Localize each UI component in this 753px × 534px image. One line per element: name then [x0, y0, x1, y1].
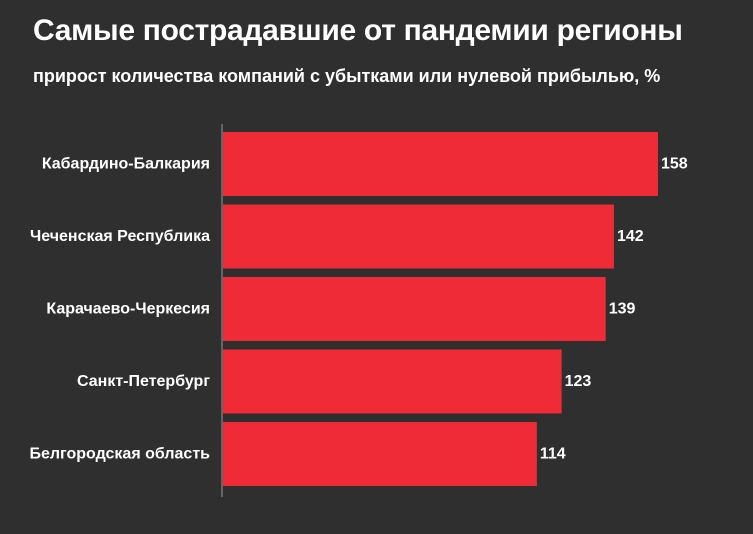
chart-title: Самые пострадавшие от пандемии регионы: [33, 14, 683, 47]
category-label-1: Кабардино-Балкария: [42, 156, 210, 173]
bar-1: [223, 132, 658, 196]
category-label-4: Санкт-Петербург: [77, 373, 210, 390]
category-label-2: Чеченская Республика: [30, 228, 210, 245]
chart-subtitle: прирост количества компаний с убытками и…: [33, 66, 661, 86]
value-label-2: 142: [617, 228, 644, 245]
value-label-3: 139: [609, 301, 636, 318]
category-label-5: Белгородская область: [29, 446, 210, 463]
bar-4: [223, 349, 562, 414]
bars-group: Кабардино-Балкария 158 Чеченская Республик…: [29, 132, 688, 486]
category-label-3: Карачаево-Черкесия: [46, 301, 210, 318]
value-label-5: 114: [540, 446, 566, 463]
bar-2: [223, 204, 614, 269]
bar-3: [223, 277, 606, 341]
value-label-4: 123: [565, 373, 592, 390]
bar-5: [223, 422, 537, 486]
value-label-1: 158: [661, 156, 688, 173]
